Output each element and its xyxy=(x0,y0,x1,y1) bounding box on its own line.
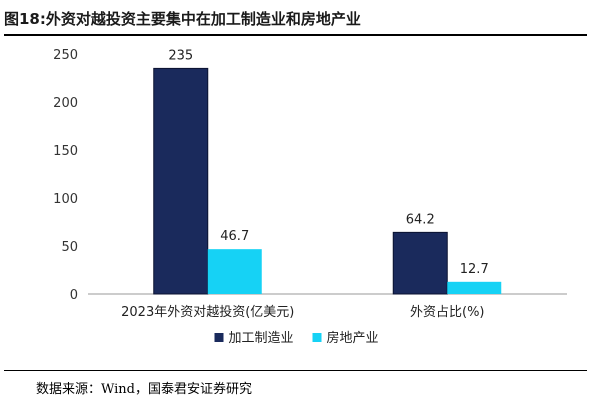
data-label: 46.7 xyxy=(220,229,249,244)
legend-label: 加工制造业 xyxy=(229,331,294,346)
x-category-label: 2023年外资对越投资(亿美元) xyxy=(121,304,294,320)
y-tick-label: 0 xyxy=(70,288,78,303)
y-tick-label: 50 xyxy=(61,240,78,255)
data-label: 235 xyxy=(168,48,193,63)
y-tick-label: 200 xyxy=(53,96,78,111)
data-label: 12.7 xyxy=(460,262,489,277)
legend-swatch xyxy=(312,333,322,342)
y-tick-label: 250 xyxy=(53,48,78,63)
legend-label: 房地产业 xyxy=(327,330,379,346)
bar xyxy=(207,249,262,294)
legend-swatch xyxy=(214,333,224,342)
x-category-label: 外资占比(%) xyxy=(410,305,485,320)
bar xyxy=(447,281,502,294)
chart-title: 图18:外资对越投资主要集中在加工制造业和房地产业 xyxy=(4,10,361,28)
source-note: 数据来源：Wind，国泰君安证券研究 xyxy=(36,382,252,397)
bar xyxy=(392,231,448,295)
y-tick-label: 150 xyxy=(53,144,78,159)
title-rule xyxy=(4,34,587,36)
bar xyxy=(153,67,209,295)
data-label: 64.2 xyxy=(406,212,435,227)
source-rule xyxy=(4,370,587,371)
y-tick-label: 100 xyxy=(53,192,78,207)
